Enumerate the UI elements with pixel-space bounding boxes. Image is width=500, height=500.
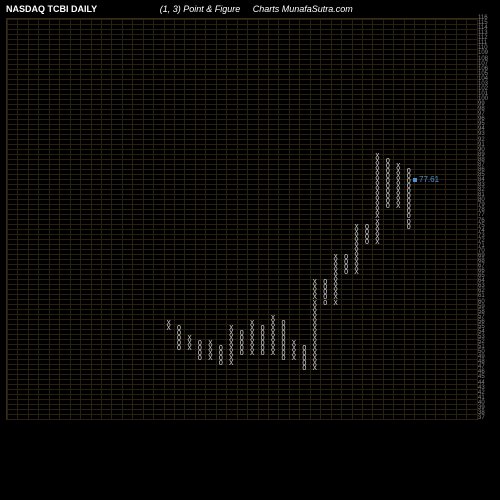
pf-x-mark: X — [372, 153, 382, 160]
price-dot-icon — [413, 178, 417, 182]
pf-o-mark: O — [237, 330, 247, 337]
pf-o-mark: O — [404, 168, 414, 175]
pf-o-mark: O — [258, 325, 268, 332]
pf-o-mark: O — [320, 279, 330, 286]
pf-o-mark: O — [341, 254, 351, 261]
pf-x-mark: X — [393, 163, 403, 170]
pf-x-mark: X — [352, 224, 362, 231]
pf-o-mark: O — [299, 345, 309, 352]
ticker-title: NASDAQ TCBI DAILY — [6, 4, 97, 14]
price-marker: 77.61 — [413, 175, 439, 184]
pf-x-mark: X — [310, 279, 320, 286]
chart-type-label: (1, 3) Point & Figure — [160, 4, 241, 14]
pf-o-mark: O — [278, 320, 288, 327]
y-axis: 1161151141131121111101091081071061051041… — [478, 18, 498, 418]
pf-o-mark: O — [174, 325, 184, 332]
chart-area: XXOOOOOXXXOOOOXXXXOOOOXXXXXXXXOOOOOXXXXX… — [6, 18, 478, 420]
pf-x-mark: X — [247, 320, 257, 327]
pf-x-mark: X — [331, 254, 341, 261]
source-label: Charts MunafaSutra.com — [253, 4, 353, 14]
pf-x-mark: X — [164, 320, 174, 327]
pf-x-mark: X — [184, 335, 194, 342]
pf-o-mark: O — [216, 345, 226, 352]
pf-x-mark: X — [268, 315, 278, 322]
chart-header: NASDAQ TCBI DAILY (1, 3) Point & Figure … — [6, 4, 494, 14]
pf-x-mark: X — [289, 340, 299, 347]
pf-o-mark: O — [383, 158, 393, 165]
y-tick-label: 37 — [478, 415, 485, 421]
pf-x-mark: X — [226, 325, 236, 332]
pf-x-mark: X — [205, 340, 215, 347]
price-value: 77.61 — [419, 175, 439, 184]
pf-o-mark: O — [195, 340, 205, 347]
pf-o-mark: O — [362, 224, 372, 231]
